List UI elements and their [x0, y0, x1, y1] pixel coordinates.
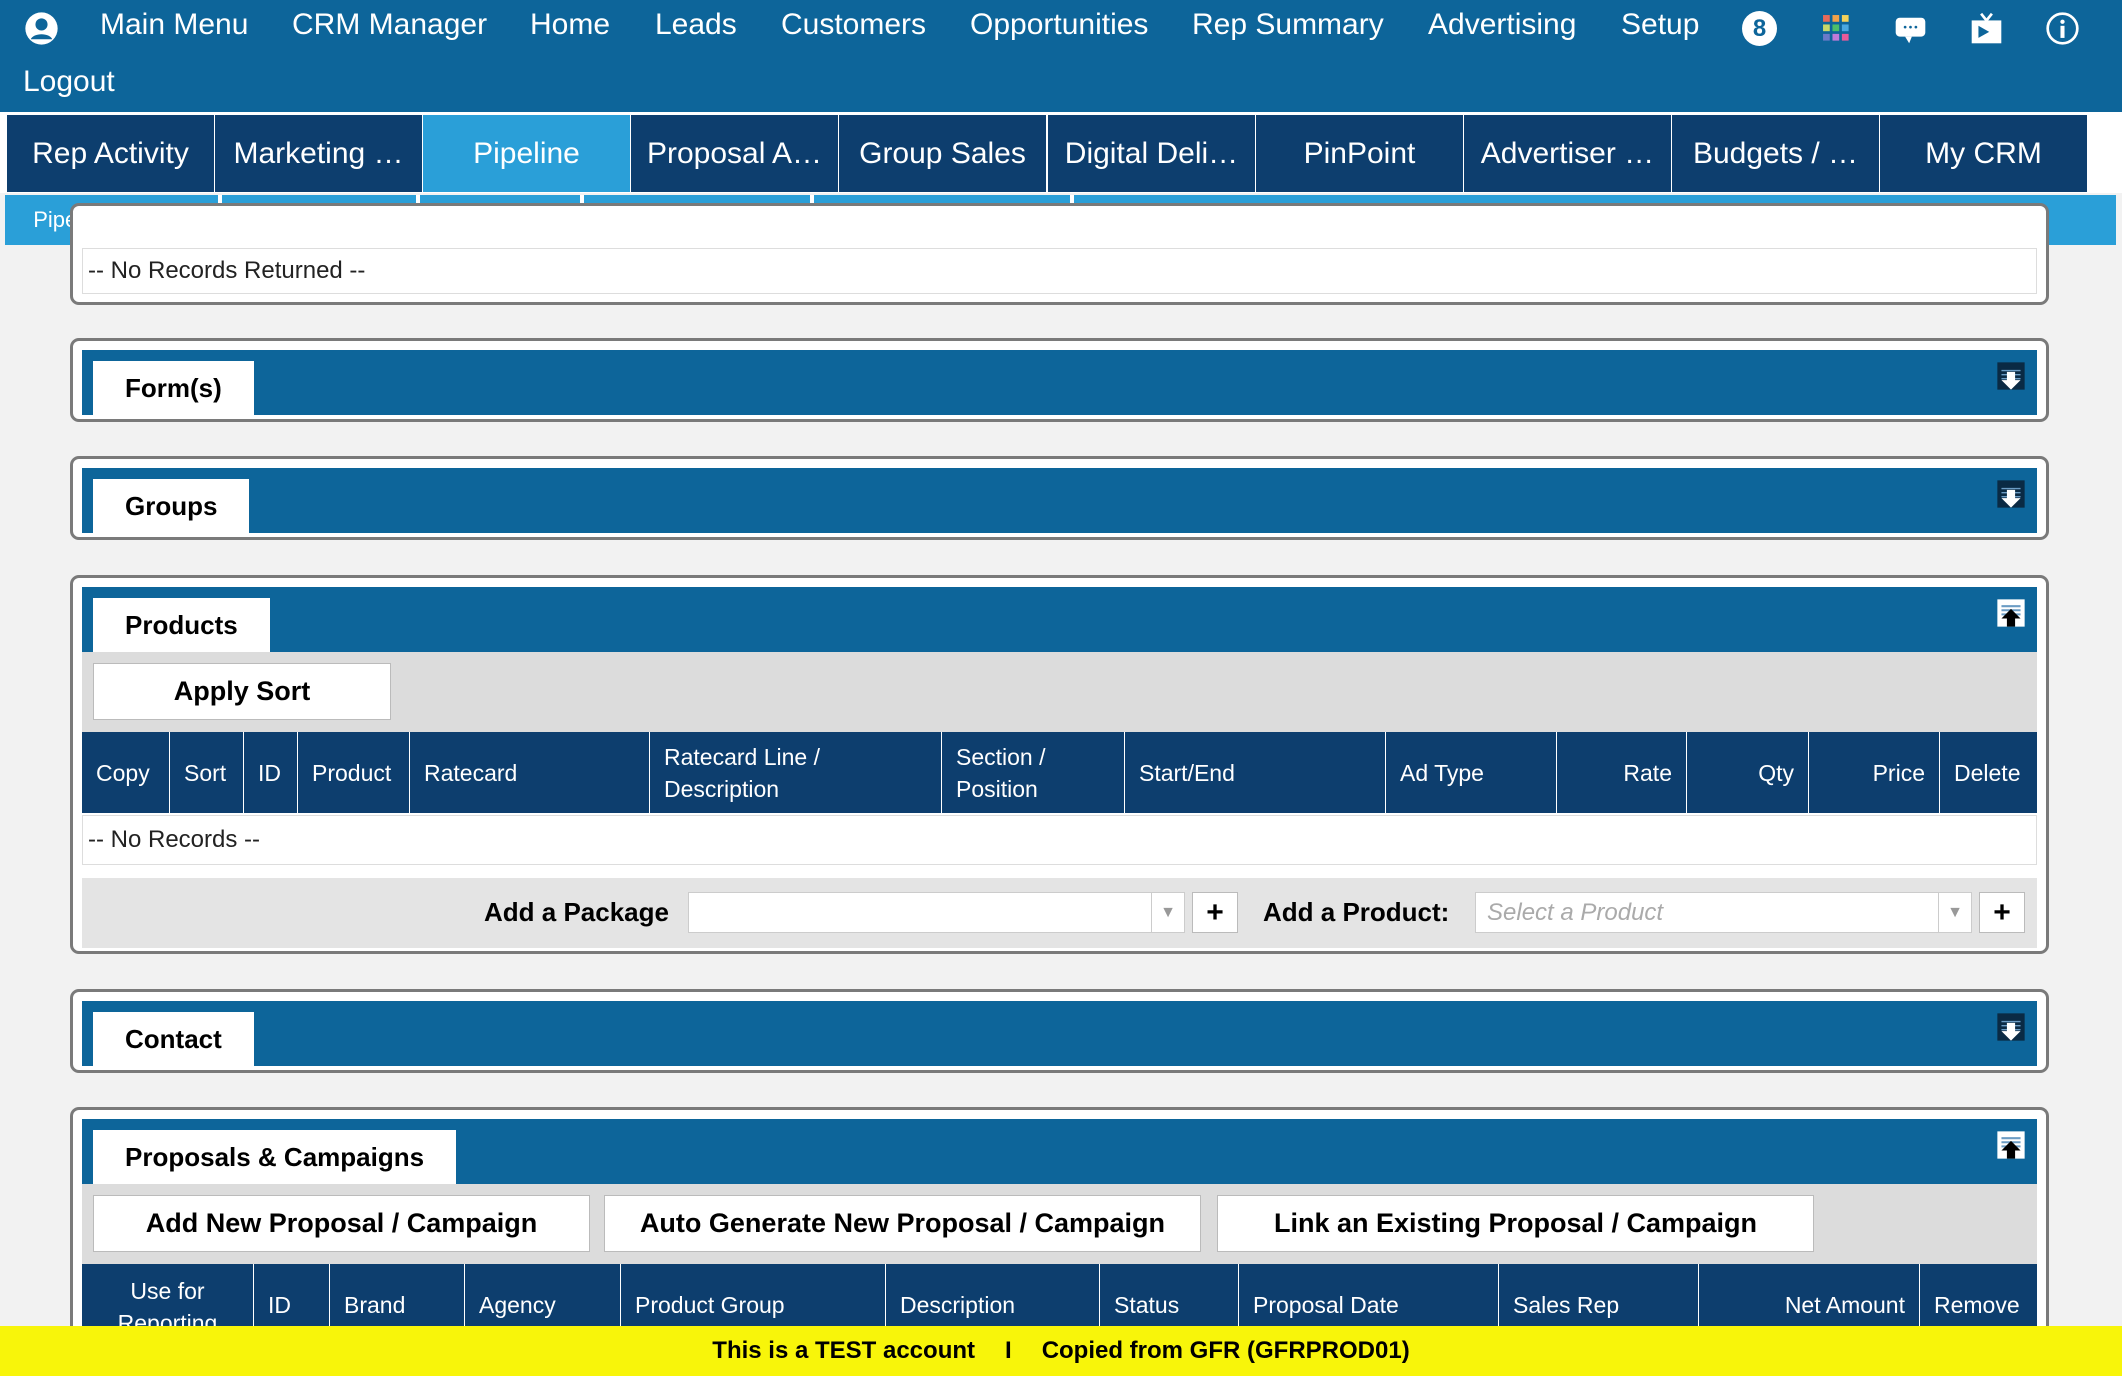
column-header-price[interactable]: Price	[1809, 732, 1940, 813]
tab-proposal-a[interactable]: Proposal A…	[631, 115, 838, 192]
add-product-button[interactable]: +	[1979, 892, 2025, 933]
banner-copied-text: Copied from GFR (GFRPROD01)	[1041, 1337, 1410, 1364]
products-toolbar: Apply Sort	[82, 652, 2037, 733]
test-account-banner: This is a TEST account I Copied from GFR…	[0, 1326, 2122, 1376]
column-header-delete[interactable]: Delete	[1940, 732, 2037, 813]
nav-home[interactable]: Home	[530, 8, 611, 41]
banner-test-text: This is a TEST account	[712, 1337, 976, 1364]
add-package-label: Add a Package	[484, 897, 669, 927]
tab-pipeline[interactable]: Pipeline	[423, 115, 630, 192]
column-header-product-group[interactable]: Product Group	[621, 1264, 886, 1345]
add-package-button[interactable]: +	[1192, 892, 1238, 933]
groups-panel: Groups	[70, 456, 2049, 540]
column-header-product[interactable]: Product	[298, 732, 410, 813]
notification-badge-icon[interactable]: 8	[1742, 11, 1777, 46]
contact-panel: Contact	[70, 989, 2049, 1073]
nav-advertising[interactable]: Advertising	[1428, 8, 1577, 41]
auto-generate-proposal-button[interactable]: Auto Generate New Proposal / Campaign	[604, 1195, 1201, 1252]
chevron-down-icon[interactable]: ▼	[1938, 893, 1971, 932]
products-header: Products	[82, 587, 2037, 652]
proposals-header: Proposals & Campaigns	[82, 1119, 2037, 1184]
nav-setup[interactable]: Setup	[1621, 8, 1700, 41]
contact-header: Contact	[82, 1001, 2037, 1066]
nav-crm-manager[interactable]: CRM Manager	[292, 8, 488, 41]
column-header-remove[interactable]: Remove	[1920, 1264, 2037, 1345]
tab-advertiser[interactable]: Advertiser …	[1464, 115, 1671, 192]
info-icon[interactable]	[2045, 11, 2080, 46]
column-header-sales-rep[interactable]: Sales Rep	[1499, 1264, 1699, 1345]
column-header-start-end[interactable]: Start/End	[1125, 732, 1386, 813]
column-header-brand[interactable]: Brand	[330, 1264, 465, 1345]
banner-separator: I	[1005, 1337, 1012, 1364]
contact-tab[interactable]: Contact	[93, 1012, 254, 1066]
column-header-ratecard[interactable]: Ratecard	[410, 732, 650, 813]
groups-tab[interactable]: Groups	[93, 479, 249, 533]
column-header-id[interactable]: ID	[254, 1264, 330, 1345]
expand-panel-icon[interactable]	[1996, 1012, 2026, 1042]
forms-header: Form(s)	[82, 350, 2037, 415]
records-panel: -- No Records Returned --	[70, 203, 2049, 305]
tab-group-sales[interactable]: Group Sales	[839, 115, 1046, 192]
proposals-panel: Proposals & Campaigns Add New Proposal /…	[70, 1107, 2049, 1372]
tab-my-crm[interactable]: My CRM	[1880, 115, 2087, 192]
add-new-proposal-button[interactable]: Add New Proposal / Campaign	[93, 1195, 590, 1252]
apply-sort-button[interactable]: Apply Sort	[93, 663, 391, 720]
column-header-ad-type[interactable]: Ad Type	[1386, 732, 1557, 813]
add-product-label: Add a Product:	[1263, 897, 1450, 927]
column-header-net-amount[interactable]: Net Amount	[1699, 1264, 1920, 1345]
column-header-copy[interactable]: Copy	[82, 732, 170, 813]
add-package-select[interactable]: ▼	[688, 892, 1185, 933]
column-header-sort[interactable]: Sort	[170, 732, 244, 813]
groups-header: Groups	[82, 468, 2037, 533]
no-records-message: -- No Records --	[82, 815, 2037, 865]
column-header-proposal-date[interactable]: Proposal Date	[1239, 1264, 1499, 1345]
proposals-tab[interactable]: Proposals & Campaigns	[93, 1130, 456, 1184]
nav-leads[interactable]: Leads	[655, 8, 737, 41]
add-product-select[interactable]: Select a Product ▼	[1475, 892, 1972, 933]
column-header-status[interactable]: Status	[1100, 1264, 1239, 1345]
top-navigation-bar: Main Menu CRM Manager Home Leads Customers Op…	[0, 0, 2122, 112]
expand-panel-icon[interactable]	[1996, 361, 2026, 391]
column-header-id[interactable]: ID	[244, 732, 298, 813]
column-header-agency[interactable]: Agency	[465, 1264, 621, 1345]
tab-digital-deli[interactable]: Digital Deli…	[1048, 115, 1255, 192]
nav-customers[interactable]: Customers	[781, 8, 927, 41]
nav-opportunities[interactable]: Opportunities	[970, 8, 1149, 41]
tab-budgets[interactable]: Budgets / …	[1672, 115, 1879, 192]
column-header-ratecard-line-description[interactable]: Ratecard Line / Description	[650, 732, 942, 813]
column-header-qty[interactable]: Qty	[1687, 732, 1809, 813]
user-circle-icon[interactable]	[24, 11, 59, 46]
expand-panel-icon[interactable]	[1996, 479, 2026, 509]
column-header-rate[interactable]: Rate	[1557, 732, 1687, 813]
add-product-placeholder: Select a Product	[1487, 898, 1664, 926]
chat-icon[interactable]	[1893, 11, 1928, 46]
products-tab[interactable]: Products	[93, 598, 270, 652]
forms-tab[interactable]: Form(s)	[93, 361, 254, 415]
tv-video-icon[interactable]	[1969, 11, 2004, 46]
products-panel: Products Apply Sort Copy Sort ID Product Rat…	[70, 575, 2049, 954]
module-tabs: Rep Activity Marketing … Pipeline Proposal …	[0, 112, 2122, 193]
nav-rep-summary[interactable]: Rep Summary	[1192, 8, 1384, 41]
tab-marketing[interactable]: Marketing …	[215, 115, 422, 192]
collapse-panel-icon[interactable]	[1996, 1130, 2026, 1160]
collapse-panel-icon[interactable]	[1996, 598, 2026, 628]
forms-panel: Form(s)	[70, 338, 2049, 422]
tab-rep-activity[interactable]: Rep Activity	[7, 115, 214, 192]
add-product-row: Add a Package ▼ + Add a Product: Select …	[82, 878, 2037, 948]
products-table-header: Copy Sort ID Product Ratecard Ratecard Line /…	[82, 732, 2037, 813]
chevron-down-icon[interactable]: ▼	[1151, 893, 1184, 932]
apps-grid-icon[interactable]	[1819, 11, 1854, 46]
no-records-message: -- No Records Returned --	[82, 248, 2037, 294]
link-existing-proposal-button[interactable]: Link an Existing Proposal / Campaign	[1217, 1195, 1814, 1252]
nav-main-menu[interactable]: Main Menu	[100, 8, 249, 41]
column-header-description[interactable]: Description	[886, 1264, 1100, 1345]
tab-pinpoint[interactable]: PinPoint	[1256, 115, 1463, 192]
logout-link[interactable]: Logout	[23, 65, 115, 98]
column-header-section-position[interactable]: Section / Position	[942, 732, 1125, 813]
proposals-toolbar: Add New Proposal / Campaign Auto Generat…	[82, 1184, 2037, 1265]
